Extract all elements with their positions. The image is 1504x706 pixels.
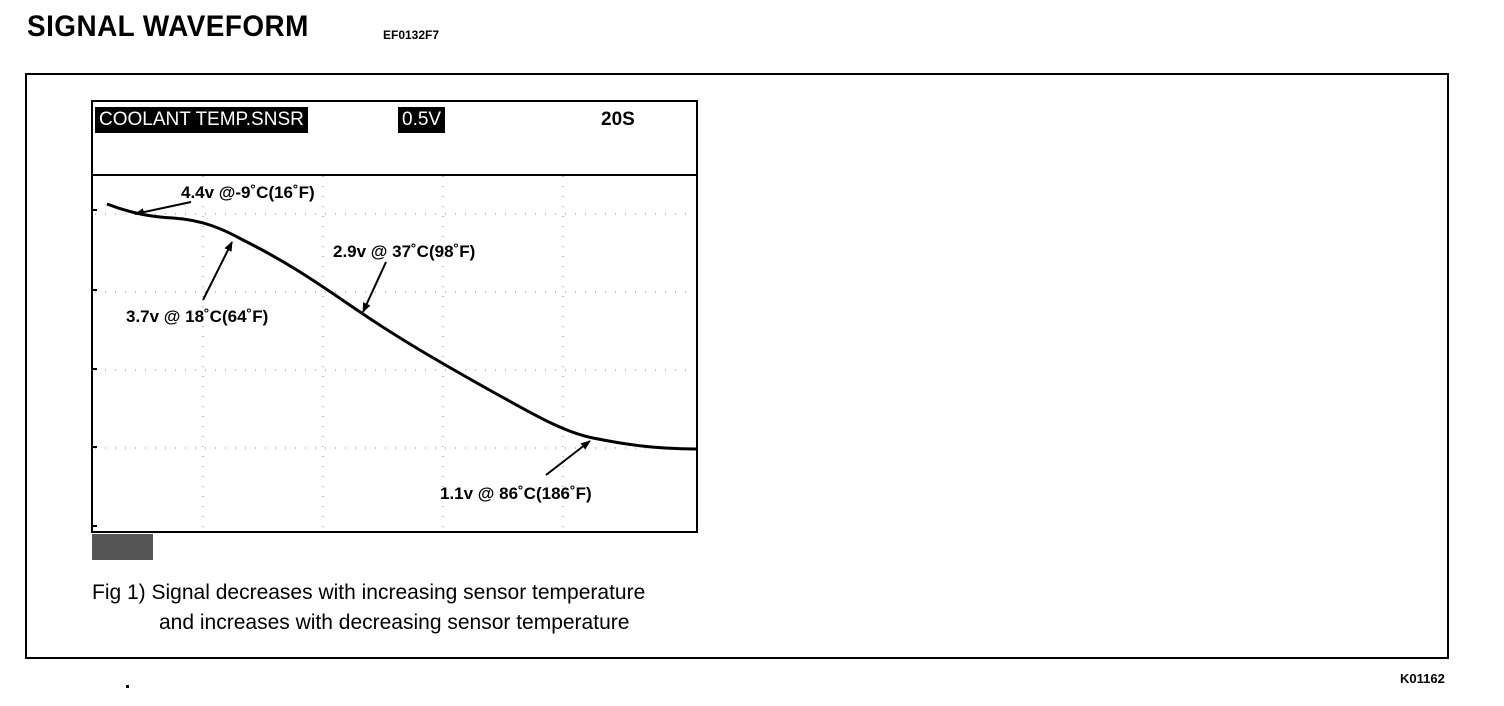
scope-display: COOLANT TEMP.SNSR 0.5V 20S 4.4v	[91, 100, 698, 533]
annotation-arrow-2	[362, 261, 387, 313]
scope-header: COOLANT TEMP.SNSR 0.5V 20S	[93, 102, 696, 176]
annotation-arrow-3	[202, 241, 233, 301]
doc-code: EF0132F7	[383, 28, 440, 42]
grid	[95, 176, 694, 529]
figure-frame	[25, 73, 1449, 659]
annotation-arrow-1	[134, 201, 192, 217]
annotation-label-4: 1.1v @ 86˚C(186˚F)	[440, 484, 592, 503]
figure-ref-code: K01162	[1400, 671, 1445, 686]
annotation-label-3: 3.7v @ 18˚C(64˚F)	[126, 307, 268, 326]
stray-dot	[126, 685, 129, 688]
annotation-arrow-4	[545, 440, 591, 476]
signal-trace	[106, 202, 696, 451]
channel-label: COOLANT TEMP.SNSR	[95, 107, 308, 133]
waveform-plot: 4.4v @-9˚C(16˚F) 2.9v @ 37˚C(98˚F) 3.7v …	[93, 176, 696, 529]
page-title: SIGNAL WAVEFORM	[27, 10, 309, 43]
caption-line-2: and increases with decreasing sensor tem…	[159, 611, 630, 634]
annotation-label-2: 2.9v @ 37˚C(98˚F)	[333, 242, 475, 261]
annotation-label-1: 4.4v @-9˚C(16˚F)	[181, 183, 315, 202]
y-ticks	[93, 209, 97, 527]
caption-line-1: Fig 1) Signal decreases with increasing …	[92, 581, 646, 604]
time-scale-label: 20S	[601, 109, 635, 130]
volt-scale-label: 0.5V	[398, 107, 446, 133]
scope-footer-block	[92, 534, 153, 560]
figure-caption: Fig 1) Signal decreases with increasing …	[92, 578, 645, 638]
